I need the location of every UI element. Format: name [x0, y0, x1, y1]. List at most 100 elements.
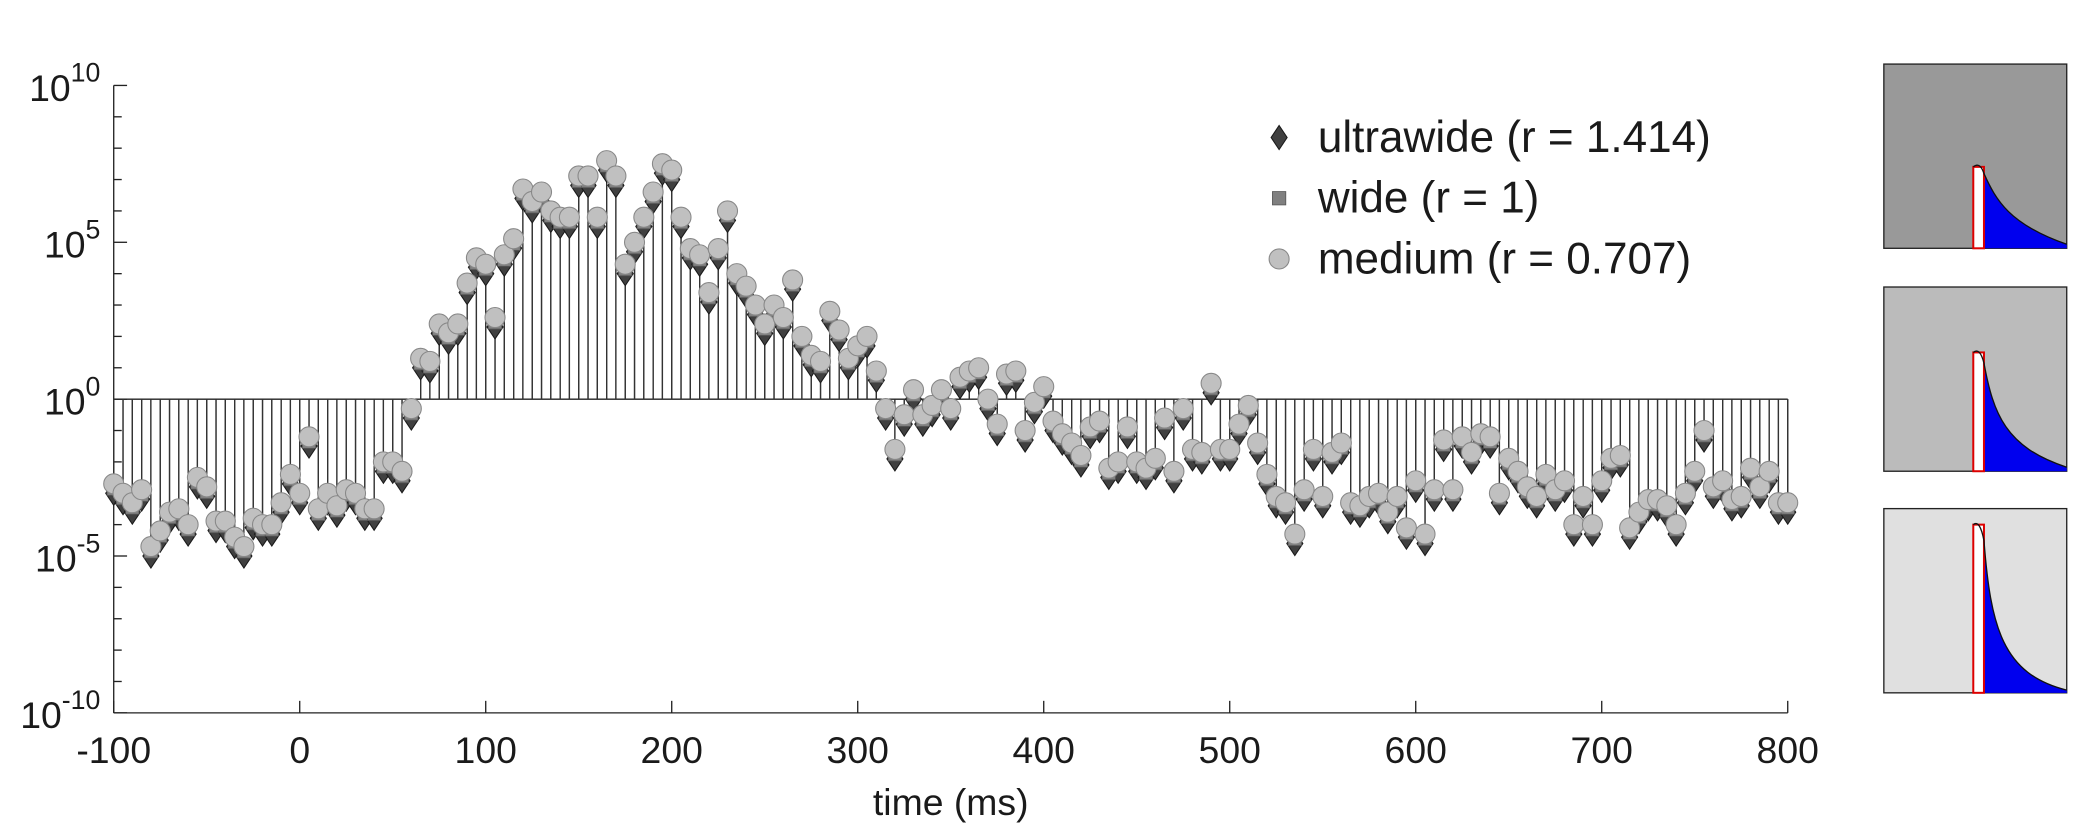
marker: [279, 463, 301, 485]
marker: [1172, 398, 1194, 420]
marker: [596, 150, 618, 172]
marker: [754, 313, 776, 335]
x-tick-label: 400: [1013, 729, 1075, 771]
marker: [1219, 438, 1241, 460]
marker: [1302, 438, 1324, 460]
marker: [1247, 432, 1269, 454]
x-axis-label: time (ms): [873, 781, 1029, 823]
marker: [1005, 360, 1027, 382]
marker: [1730, 485, 1752, 508]
marker: [1777, 492, 1799, 514]
marker: [902, 379, 925, 401]
marker: [1442, 479, 1464, 501]
marker: [326, 495, 348, 517]
marker: [782, 269, 804, 291]
marker: [419, 350, 441, 372]
marker: [716, 200, 739, 222]
marker: [233, 536, 255, 558]
marker: [140, 536, 162, 558]
marker: [1758, 460, 1780, 482]
marker: [363, 498, 385, 520]
marker: [1749, 476, 1771, 498]
marker: [735, 275, 757, 297]
marker: [1665, 514, 1687, 536]
marker: [1144, 447, 1166, 469]
marker: [1712, 470, 1734, 492]
x-tick-label: 800: [1757, 729, 1819, 771]
marker: [1656, 495, 1678, 517]
marker: [986, 413, 1008, 435]
marker: [1572, 485, 1594, 508]
marker: [1526, 485, 1548, 508]
marker: [1033, 376, 1055, 398]
marker: [1693, 419, 1715, 442]
marker: [809, 350, 832, 372]
thumbnail: [1883, 286, 2068, 473]
thumbnail: [1883, 507, 2068, 694]
marker: [707, 238, 729, 260]
marker: [261, 514, 283, 536]
marker: [1163, 460, 1185, 482]
marker: [1405, 470, 1427, 492]
marker: [1395, 517, 1417, 539]
marker: [131, 479, 153, 501]
marker: [530, 181, 553, 203]
marker: [391, 460, 413, 482]
marker: [1191, 441, 1213, 463]
marker: [633, 206, 655, 228]
marker: [605, 165, 627, 187]
marker: [1609, 444, 1631, 467]
x-tick-label: 100: [455, 729, 517, 771]
marker: [177, 514, 199, 536]
marker: [1293, 479, 1315, 501]
marker: [1563, 514, 1585, 536]
legend: ultrawide (r = 1.414) wide (r = 1) medium …: [1268, 113, 1711, 283]
marker: [577, 165, 599, 187]
x-tick-label: -100: [76, 729, 151, 771]
marker: [1479, 426, 1501, 448]
marker: [977, 388, 999, 410]
marker: [661, 159, 683, 181]
marker: [1674, 482, 1696, 504]
marker: [1070, 444, 1092, 467]
x-tick-label: 200: [641, 729, 703, 771]
marker: [1591, 470, 1613, 492]
legend-marker: [1268, 248, 1290, 270]
marker: [1107, 451, 1129, 473]
thumbnail: [1883, 63, 2068, 250]
marker: [1116, 416, 1138, 438]
legend-marker: [1272, 191, 1287, 206]
x-tick-label: 500: [1199, 729, 1261, 771]
x-tick-label: 0: [289, 729, 310, 771]
legend-marker: [1270, 124, 1288, 151]
marker: [214, 510, 236, 532]
x-tick-label: 600: [1385, 729, 1447, 771]
marker: [1581, 514, 1603, 536]
y-tick-label: 10-5: [35, 528, 100, 579]
marker: [1088, 410, 1111, 432]
marker: [493, 244, 515, 266]
marker: [1507, 460, 1529, 482]
marker: [344, 482, 367, 504]
marker: [1284, 523, 1306, 545]
y-tick-label: 105: [44, 215, 100, 266]
marker: [1460, 441, 1483, 463]
legend-label: ultrawide (r = 1.414): [1318, 113, 1711, 162]
marker: [558, 206, 580, 228]
x-tick-label: 700: [1571, 729, 1633, 771]
marker: [456, 272, 478, 294]
marker: [1237, 394, 1259, 416]
y-tick-label: 100: [44, 372, 100, 423]
marker: [586, 206, 608, 228]
marker: [1386, 485, 1408, 508]
marker: [289, 482, 311, 504]
marker: [1200, 372, 1222, 394]
marker: [930, 379, 952, 401]
legend-label: wide (r = 1): [1317, 174, 1540, 223]
marker: [1312, 485, 1334, 508]
marker: [828, 319, 850, 341]
marker: [1414, 523, 1436, 545]
marker: [614, 253, 636, 275]
marker: [1377, 501, 1399, 523]
